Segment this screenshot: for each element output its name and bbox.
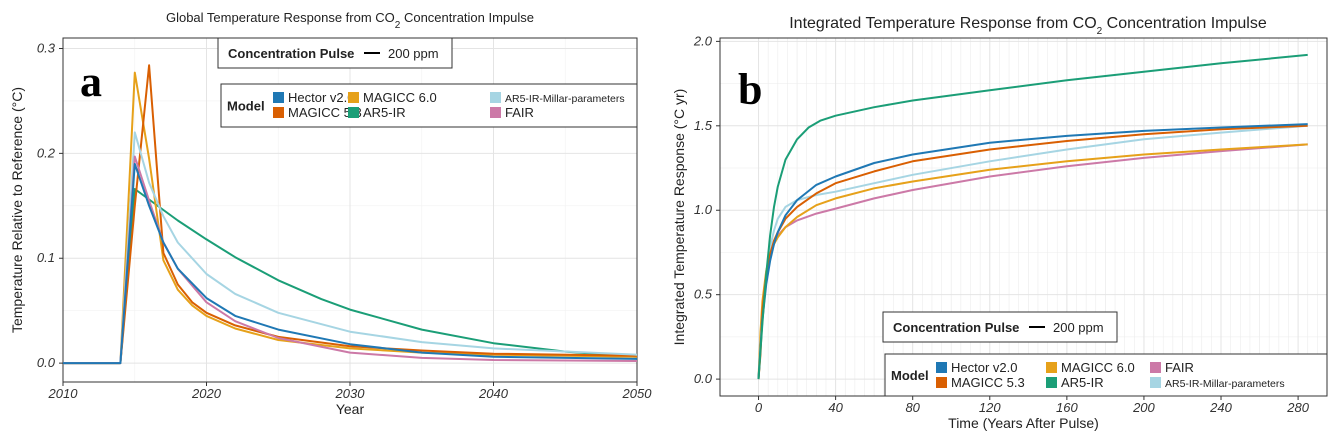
panel-a-legend-key-magicc-6-0 [348, 92, 359, 103]
panel-b-legend-label: FAIR [1165, 360, 1194, 375]
panel-b-title: Integrated Temperature Response from CO2… [789, 15, 1267, 37]
panel-a-letter: a [80, 57, 102, 106]
panel-b-legend-label: Hector v2.0 [951, 360, 1017, 375]
panel-a-x-tick-label: 2040 [478, 386, 509, 401]
panel-b-legend-key-hector-v2-0 [936, 362, 947, 373]
panel-a-x-tick-label: 2010 [48, 386, 79, 401]
panel-a-y-tick-label: 0.1 [37, 250, 55, 265]
panel-b-pulse-legend-value: 200 ppm [1053, 320, 1104, 335]
panel-a-title-rest: Concentration Impulse [400, 10, 534, 25]
panel-a-legend-label: FAIR [505, 105, 534, 120]
panel-a-pulse-legend-value: 200 ppm [388, 46, 439, 61]
panel-b-title-rest: Concentration Impulse [1102, 15, 1267, 32]
panel-b-x-tick-label: 200 [1132, 400, 1155, 415]
panel-a-x-tick-label: 2020 [191, 386, 222, 401]
panel-a-legend-label: AR5-IR-Millar-parameters [505, 93, 625, 105]
panel-b-x-tick-label: 240 [1209, 400, 1232, 415]
panel-a-legend-label: AR5-IR [363, 105, 406, 120]
panel-a-title: Global Temperature Response from CO2 Con… [166, 10, 534, 31]
panel-a-y-axis-label: Temperature Relative to Reference (°C) [9, 87, 25, 333]
panel-b-y-tick-label: 0.0 [694, 371, 713, 386]
panel-a-pulse-legend: Concentration Pulse 200 ppm [218, 38, 452, 68]
panel-a-x-tick-label: 2030 [335, 386, 366, 401]
panel-a-x-tick-label: 2050 [622, 386, 653, 401]
panel-a-model-legend-title: Model [227, 99, 265, 114]
panel-b-legend-key-ar5-ir-millar-parameters [1150, 377, 1161, 388]
panel-b-x-axis-label: Time (Years After Pulse) [948, 415, 1099, 431]
panel-a-y-tick-label: 0.3 [37, 40, 56, 55]
panel-a-legend-label: Hector v2.0 [288, 90, 354, 105]
panel-b-x-tick-label: 280 [1286, 400, 1309, 415]
panel-a-y-tick-label: 0.2 [37, 145, 56, 160]
panel-b-y-tick-label: 2.0 [693, 33, 713, 48]
panel-a-legend-key-hector-v2-0 [273, 92, 284, 103]
panel-b-legend-key-ar5-ir [1046, 377, 1057, 388]
panel-b-legend-label: AR5-IR-Millar-parameters [1165, 378, 1285, 390]
panel-b-y-tick-label: 1.5 [694, 118, 713, 133]
panel-a-x-axis-label: Year [336, 401, 365, 417]
panel-b-x-tick-label: 80 [905, 400, 920, 415]
panel-b-x-tick-label: 160 [1056, 400, 1078, 415]
panel-b-pulse-legend: Concentration Pulse 200 ppm [883, 312, 1117, 342]
panel-b-title-main: Integrated Temperature Response from CO [789, 15, 1096, 32]
panel-b-legend-key-magicc-6-0 [1046, 362, 1057, 373]
panel-b-letter: b [738, 65, 762, 114]
panel-b-y-tick-label: 1.0 [694, 202, 713, 217]
panel-b-legend-key-magicc-5-3 [936, 377, 947, 388]
panel-b-y-tick-label: 0.5 [694, 287, 713, 302]
panel-b-legend-label: AR5-IR [1061, 375, 1104, 390]
panel-a-title-main: Global Temperature Response from CO [166, 10, 395, 25]
panel-b-legend-key-fair [1150, 362, 1161, 373]
panel-a-legend-key-ar5-ir-millar-parameters [490, 92, 501, 103]
panel-a-y-tick-label: 0.0 [37, 355, 56, 370]
panel-b-model-legend-title: Model [891, 368, 929, 383]
panel-b-legend-label: MAGICC 5.3 [951, 375, 1025, 390]
panel-a-pulse-legend-title: Concentration Pulse [228, 46, 354, 61]
panel-b-y-axis-label: Integrated Temperature Response (°C yr) [671, 89, 687, 346]
panel-a-legend-key-ar5-ir [348, 107, 359, 118]
panel-b-pulse-legend-title: Concentration Pulse [893, 320, 1019, 335]
panel-a-legend-label: MAGICC 6.0 [363, 90, 437, 105]
panel-a-legend-key-magicc-5-3 [273, 107, 284, 118]
panel-b-x-tick-label: 40 [828, 400, 843, 415]
panel-a-legend-key-fair [490, 107, 501, 118]
panel-b-x-tick-label: 0 [755, 400, 763, 415]
panel-b-x-tick-label: 120 [979, 400, 1001, 415]
panel-b-legend-label: MAGICC 6.0 [1061, 360, 1135, 375]
